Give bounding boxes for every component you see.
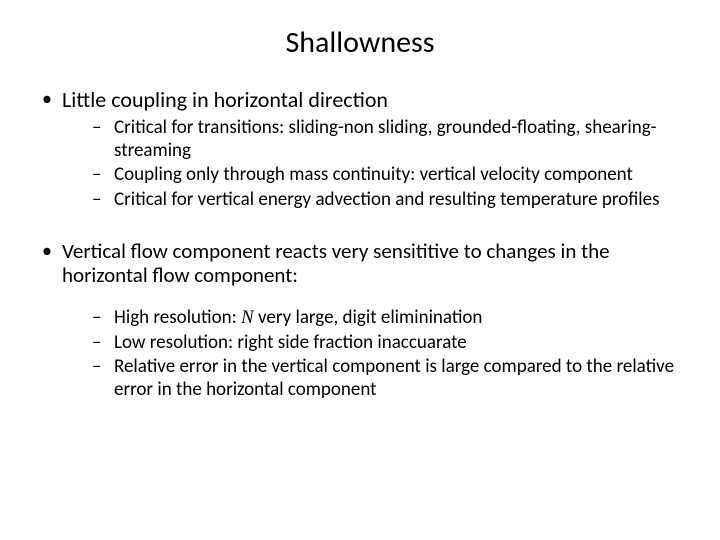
bullet-list-level1-b: Vertical flow component reacts very sens… [30, 239, 690, 401]
bullet-2-sublist: High resolution: N very large, digit eli… [62, 307, 690, 401]
bullet-1-sub-3: Critical for vertical energy advection a… [92, 189, 690, 211]
bullet-1-sublist: Critical for transitions: sliding-non sl… [62, 117, 690, 211]
bullet-1-text: Little coupling in horizontal direction [62, 86, 388, 113]
bullet-2-sub-1-n: N [241, 307, 254, 328]
bullet-2-sub-1-post: very large, digit eliminination [254, 306, 483, 329]
bullet-2-text: Vertical flow component reacts very sens… [62, 238, 610, 288]
bullet-2-sub-2: Low resolution: right side fraction inac… [92, 332, 690, 354]
slide-title: Shallowness [30, 24, 690, 61]
bullet-1-sub-1: Critical for transitions: sliding-non sl… [92, 117, 690, 162]
spacer-2 [62, 287, 690, 303]
bullet-2-sub-3: Relative error in the vertical component… [92, 356, 690, 401]
bullet-2: Vertical flow component reacts very sens… [38, 239, 690, 401]
bullet-2-sub-1-pre: High resolution: [114, 306, 241, 329]
slide-container: Shallowness Little coupling in horizonta… [0, 0, 720, 540]
bullet-1: Little coupling in horizontal direction … [38, 87, 690, 211]
bullet-2-sub-1: High resolution: N very large, digit eli… [92, 307, 690, 329]
bullet-list-level1: Little coupling in horizontal direction … [30, 87, 690, 211]
spacer-1 [30, 217, 690, 239]
bullet-1-sub-2: Coupling only through mass continuity: v… [92, 164, 690, 186]
